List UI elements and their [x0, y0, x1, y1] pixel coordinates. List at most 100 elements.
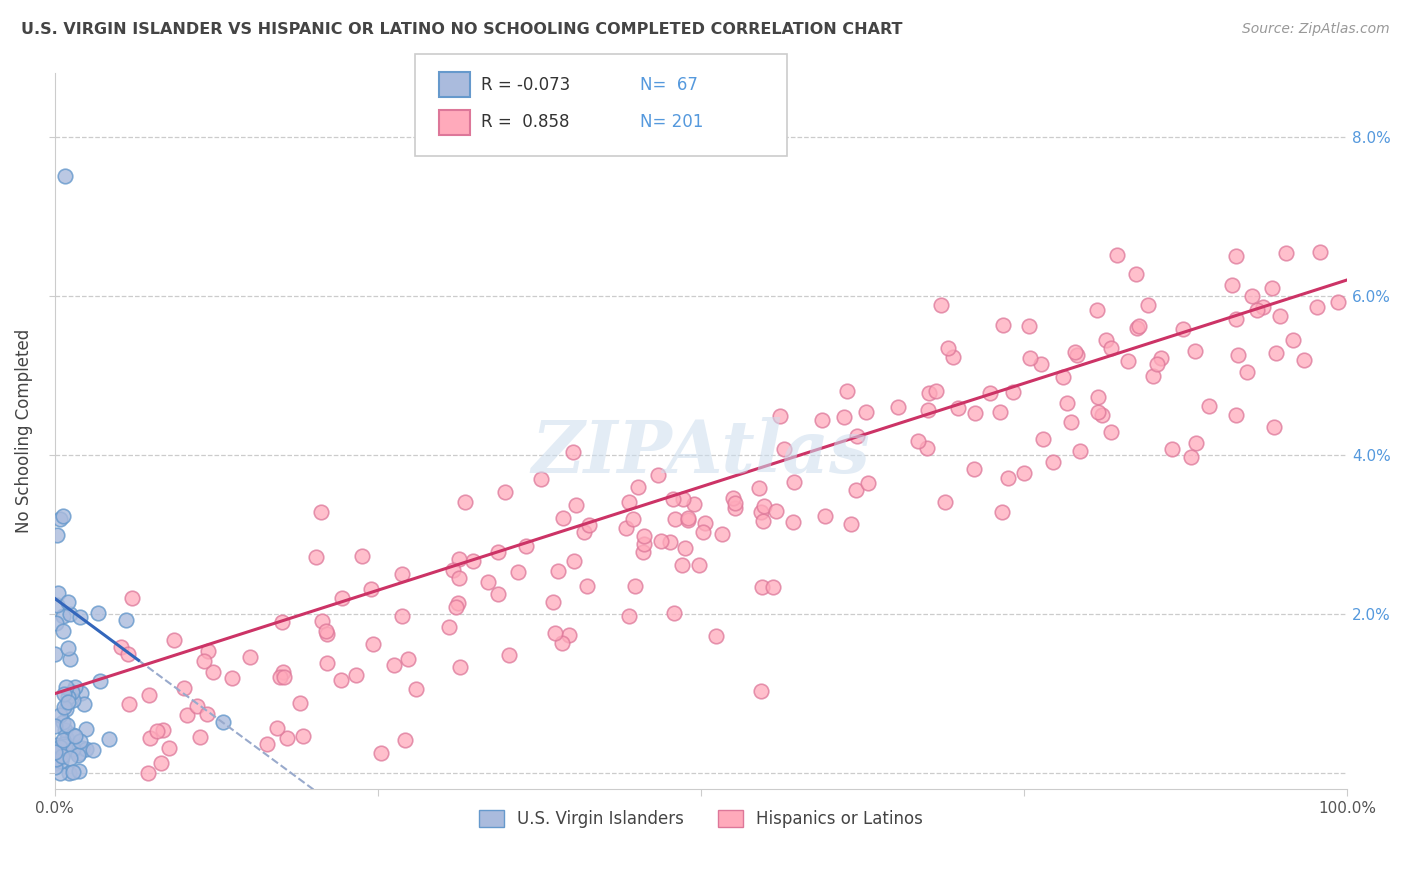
- Point: [269, 670, 291, 684]
- Point: [60, 739, 83, 753]
- Point: [58, 695, 80, 709]
- Point: [305, 550, 328, 565]
- Point: [211, 715, 233, 730]
- Point: [288, 696, 311, 710]
- Point: [447, 551, 470, 566]
- Point: [350, 549, 373, 563]
- Point: [276, 731, 298, 745]
- Point: [52, 745, 75, 759]
- Point: [1275, 246, 1298, 260]
- Point: [769, 409, 792, 423]
- Point: [118, 697, 141, 711]
- Point: [835, 384, 858, 398]
- Point: [45, 615, 67, 630]
- Point: [782, 515, 804, 529]
- Point: [997, 471, 1019, 485]
- Point: [86, 606, 108, 620]
- Point: [811, 413, 834, 427]
- Point: [773, 442, 796, 457]
- Point: [929, 298, 952, 312]
- Point: [1019, 351, 1042, 366]
- Point: [547, 564, 569, 578]
- Point: [56, 718, 79, 732]
- Point: [907, 434, 929, 448]
- Point: [62, 728, 84, 742]
- Text: R = -0.073: R = -0.073: [481, 76, 569, 94]
- Point: [67, 748, 90, 763]
- Point: [1064, 345, 1087, 359]
- Point: [44, 756, 66, 770]
- Point: [752, 499, 775, 513]
- Point: [239, 649, 262, 664]
- Point: [942, 351, 965, 365]
- Point: [121, 591, 143, 605]
- Point: [946, 401, 969, 415]
- Point: [62, 693, 84, 707]
- Text: N=  67: N= 67: [640, 76, 697, 94]
- Point: [1226, 348, 1249, 362]
- Point: [477, 575, 499, 590]
- Point: [186, 699, 208, 714]
- Point: [394, 732, 416, 747]
- Point: [1029, 357, 1052, 371]
- Point: [762, 580, 785, 594]
- Point: [72, 697, 94, 711]
- Point: [58, 641, 80, 656]
- Point: [664, 606, 686, 620]
- Point: [1142, 369, 1164, 384]
- Point: [1125, 321, 1147, 335]
- Point: [1107, 247, 1129, 261]
- Point: [56, 732, 79, 747]
- Point: [117, 647, 139, 661]
- Point: [344, 667, 367, 681]
- Point: [62, 764, 84, 779]
- Point: [52, 687, 75, 701]
- Point: [44, 760, 66, 774]
- Point: [60, 685, 83, 699]
- Point: [724, 496, 747, 510]
- Point: [195, 706, 218, 721]
- Point: [48, 739, 70, 754]
- Point: [1066, 348, 1088, 362]
- Point: [193, 654, 215, 668]
- Point: [915, 441, 938, 455]
- Point: [695, 516, 717, 531]
- Point: [1018, 319, 1040, 334]
- Point: [1241, 289, 1264, 303]
- Point: [48, 586, 70, 600]
- Point: [723, 501, 745, 516]
- Point: [614, 520, 637, 534]
- Point: [53, 169, 76, 184]
- Point: [52, 609, 75, 624]
- Legend: U.S. Virgin Islanders, Hispanics or Latinos: U.S. Virgin Islanders, Hispanics or Lati…: [472, 803, 929, 835]
- Point: [89, 673, 111, 688]
- Point: [1225, 249, 1247, 263]
- Point: [991, 505, 1014, 519]
- Point: [979, 386, 1001, 401]
- Point: [1268, 309, 1291, 323]
- Point: [316, 627, 339, 641]
- Point: [506, 565, 529, 579]
- Point: [633, 529, 655, 543]
- Point: [145, 724, 167, 739]
- Point: [437, 620, 460, 634]
- Point: [673, 541, 696, 556]
- Point: [748, 482, 770, 496]
- Point: [1225, 408, 1247, 422]
- Point: [176, 708, 198, 723]
- Point: [1099, 341, 1122, 355]
- Point: [688, 558, 710, 573]
- Point: [650, 534, 672, 549]
- Point: [315, 624, 337, 639]
- Point: [311, 614, 333, 628]
- Point: [188, 730, 211, 744]
- Point: [963, 461, 986, 475]
- Point: [671, 558, 693, 572]
- Point: [55, 701, 77, 715]
- Point: [52, 733, 75, 747]
- Point: [58, 690, 80, 704]
- Point: [44, 718, 66, 732]
- Point: [925, 384, 948, 398]
- Point: [69, 733, 91, 747]
- Point: [256, 737, 278, 751]
